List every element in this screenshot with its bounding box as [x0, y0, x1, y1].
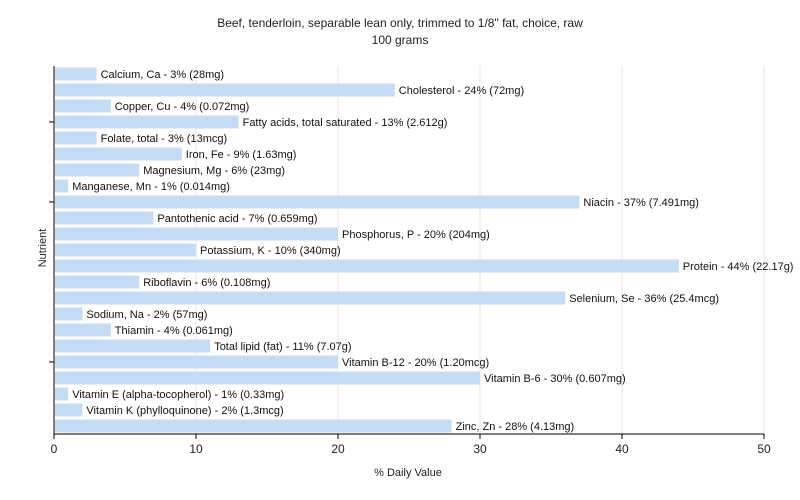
x-tick-label: 30	[473, 442, 487, 456]
bar-label: Pantothenic acid - 7% (0.659mg)	[157, 213, 317, 225]
bar	[55, 387, 69, 401]
bar	[55, 291, 566, 305]
bar-label: Calcium, Ca - 3% (28mg)	[101, 69, 224, 81]
bar	[55, 211, 154, 225]
bar-label: Total lipid (fat) - 11% (7.07g)	[214, 341, 351, 353]
bar	[55, 115, 239, 129]
bar	[55, 259, 679, 273]
bar	[55, 243, 196, 257]
x-tick-label: 20	[331, 442, 345, 456]
bar-label: Sodium, Na - 2% (57mg)	[86, 309, 207, 321]
bar-label: Protein - 44% (22.17g)	[683, 261, 794, 273]
x-axis-label: % Daily Value	[374, 467, 442, 479]
bar	[55, 227, 338, 241]
bar	[55, 403, 83, 417]
bar-label: Folate, total - 3% (13mcg)	[101, 133, 228, 145]
bar	[55, 147, 182, 161]
bar	[55, 131, 97, 145]
x-tick-label: 10	[189, 442, 203, 456]
chart-title: Beef, tenderloin, separable lean only, t…	[217, 16, 583, 30]
bar	[55, 67, 97, 81]
bar	[55, 371, 480, 385]
bar-label: Fatty acids, total saturated - 13% (2.61…	[243, 117, 448, 129]
bar-label: Selenium, Se - 36% (25.4mcg)	[569, 293, 719, 305]
bar-label: Vitamin B-6 - 30% (0.607mg)	[484, 373, 626, 385]
bar-label: Magnesium, Mg - 6% (23mg)	[143, 165, 285, 177]
bars: Calcium, Ca - 3% (28mg) Cholesterol - 24%…	[55, 67, 794, 433]
x-tick-label: 50	[757, 442, 771, 456]
bar-label: Potassium, K - 10% (340mg)	[200, 245, 341, 257]
bar-label: Zinc, Zn - 28% (4.13mg)	[456, 421, 575, 433]
bar	[55, 99, 111, 113]
bar-label: Manganese, Mn - 1% (0.014mg)	[72, 181, 230, 193]
x-ticks: 0 10 20 30 40 50	[51, 434, 771, 456]
bar	[55, 83, 395, 97]
x-tick-label: 40	[615, 442, 629, 456]
x-tick-label: 0	[51, 442, 58, 456]
bar-label: Vitamin E (alpha-tocopherol) - 1% (0.33m…	[72, 389, 284, 401]
bar-label: Vitamin K (phylloquinone) - 2% (1.3mcg)	[86, 405, 283, 417]
axes	[49, 66, 764, 435]
bar-label: Copper, Cu - 4% (0.072mg)	[115, 101, 250, 113]
bar	[55, 275, 140, 289]
bar-label: Phosphorus, P - 20% (204mg)	[342, 229, 490, 241]
y-axis-label: Nutrient	[37, 229, 49, 268]
bar	[55, 195, 580, 209]
bar	[55, 355, 338, 369]
bar	[55, 179, 69, 193]
bar-label: Niacin - 37% (7.491mg)	[583, 197, 699, 209]
bar-label: Thiamin - 4% (0.061mg)	[115, 325, 233, 337]
bar	[55, 419, 452, 433]
bar	[55, 307, 83, 321]
bar-label: Cholesterol - 24% (72mg)	[399, 85, 524, 97]
bar	[55, 339, 211, 353]
bar	[55, 163, 140, 177]
bar-label: Iron, Fe - 9% (1.63mg)	[186, 149, 297, 161]
bar-label: Vitamin B-12 - 20% (1.20mcg)	[342, 357, 489, 369]
bar	[55, 323, 111, 337]
bar-label: Riboflavin - 6% (0.108mg)	[143, 277, 270, 289]
chart-subtitle: 100 grams	[372, 33, 429, 47]
